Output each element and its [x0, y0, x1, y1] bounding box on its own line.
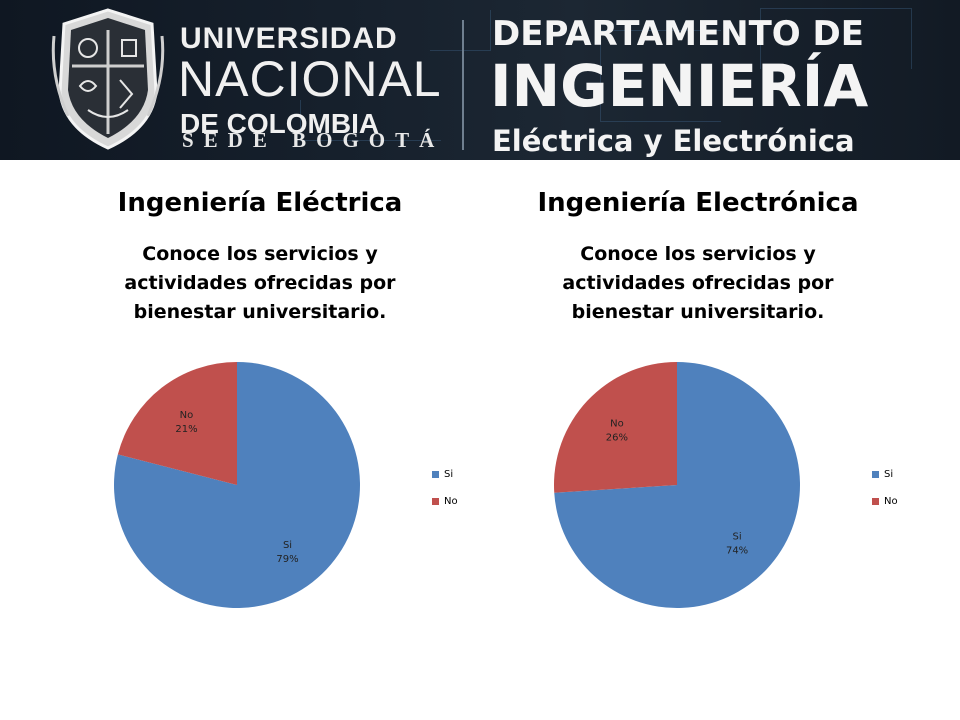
circuit-trace	[760, 8, 912, 69]
department-line-1: DEPARTAMENTO DE	[492, 14, 864, 54]
circuit-trace	[300, 100, 441, 141]
legend-swatch-no	[432, 497, 439, 505]
banner-divider	[462, 20, 464, 150]
data-label-si-value: 74%	[726, 545, 748, 556]
legend-item-si: Si	[432, 468, 458, 480]
data-label-no-value: 21%	[175, 424, 197, 435]
data-label-no-name: No	[610, 419, 624, 430]
pie-slice-no	[117, 362, 237, 485]
legend-label-si: Si	[884, 468, 894, 480]
data-label-si-value: 79%	[276, 554, 298, 565]
university-seal-icon	[51, 8, 165, 150]
circuit-trace	[430, 10, 491, 51]
legend-electronica: Si No	[872, 468, 898, 522]
legend-swatch-no	[872, 497, 879, 505]
legend-swatch-si	[432, 470, 439, 478]
department-line-3: Eléctrica y Electrónica	[492, 124, 855, 158]
pie-slice-no	[554, 362, 677, 493]
data-label-si-name: Si	[283, 540, 292, 551]
university-line-2: NACIONAL	[178, 51, 442, 107]
header-banner: UNIVERSIDAD NACIONAL DE COLOMBIA SEDE BO…	[0, 0, 960, 160]
legend-label-no: No	[444, 495, 458, 507]
university-line-3: DE COLOMBIA	[180, 108, 380, 139]
campus-name: SEDE BOGOTÁ	[182, 128, 445, 152]
legend-item-si: Si	[872, 468, 898, 480]
legend-electrica: Si No	[432, 468, 458, 522]
legend-item-no: No	[432, 495, 458, 507]
university-line-1: UNIVERSIDAD	[180, 22, 398, 55]
data-label-no-name: No	[180, 410, 194, 421]
panel-heading-electrica: Ingeniería Eléctrica	[117, 188, 403, 218]
chart-title-electrica: Conoce los servicios y actividades ofrec…	[124, 243, 396, 323]
legend-swatch-si	[872, 470, 879, 478]
chart-title-electronica: Conoce los servicios y actividades ofrec…	[562, 243, 834, 323]
data-label-no-value: 26%	[606, 433, 628, 444]
legend-item-no: No	[872, 495, 898, 507]
legend-label-si: Si	[444, 468, 454, 480]
panel-heading-electronica: Ingeniería Electrónica	[537, 188, 859, 218]
pie-chart-electrica: Si 79% No 21%	[114, 362, 361, 608]
pie-chart-electronica: Si 74% No 26%	[554, 362, 800, 608]
circuit-trace	[600, 30, 721, 122]
department-line-2: INGENIERÍA	[490, 52, 869, 120]
pie-slice-si	[114, 362, 361, 608]
legend-label-no: No	[884, 495, 898, 507]
data-label-si-name: Si	[733, 531, 742, 542]
pie-slice-si	[554, 362, 800, 608]
